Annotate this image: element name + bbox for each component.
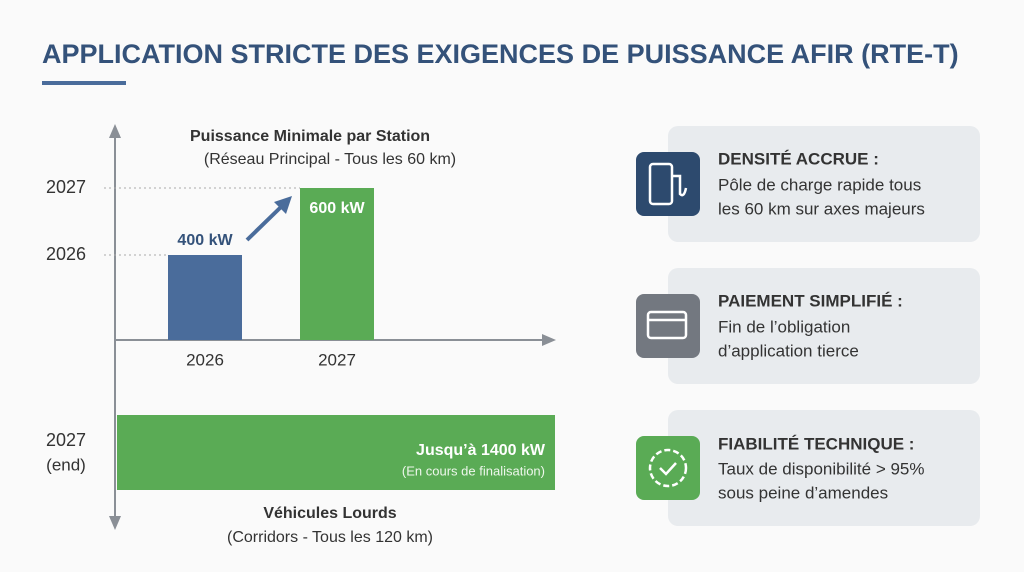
heavy-title: Véhicules Lourds xyxy=(263,505,396,522)
page-title: APPLICATION STRICTE DES EXIGENCES DE PUI… xyxy=(42,39,959,69)
card: PAIEMENT SIMPLIFIÉ : Fin de l’obligation… xyxy=(636,268,980,384)
heavy-note: (En cours de finalisation) xyxy=(402,463,545,478)
icon-shape xyxy=(672,174,688,197)
card: FIABILITÉ TECHNIQUE : Taux de disponibil… xyxy=(636,410,980,526)
y-label: 2026 xyxy=(46,244,86,264)
card-text: les 60 km sur axes majeurs xyxy=(718,199,925,218)
bar-label: 600 kW xyxy=(309,200,365,217)
axis-arrow xyxy=(542,334,556,346)
growth-arrow-head xyxy=(274,196,292,214)
y-label: 2027 xyxy=(46,177,86,197)
y-label: 2027 xyxy=(46,430,86,450)
axis-arrow xyxy=(109,124,121,138)
card-text: Pôle de charge rapide tous xyxy=(718,175,921,194)
chart-title: Puissance Minimale par Station xyxy=(190,128,430,145)
card-bg xyxy=(668,268,980,384)
y-sublabel: (end) xyxy=(46,455,86,474)
x-label: 2026 xyxy=(186,350,224,369)
card-title: PAIEMENT SIMPLIFIÉ : xyxy=(718,291,903,310)
heavy-bar xyxy=(117,415,555,490)
card-text: d’application tierce xyxy=(718,341,859,360)
bar xyxy=(300,188,374,340)
card-text: Fin de l’obligation xyxy=(718,317,850,336)
card: DENSITÉ ACCRUE : Pôle de charge rapide t… xyxy=(636,126,980,242)
bar xyxy=(168,255,242,340)
icon-charger xyxy=(636,152,700,216)
heavy-subtitle: (Corridors - Tous les 120 km) xyxy=(227,529,433,546)
icon-card xyxy=(636,294,700,358)
icon-gear xyxy=(636,436,700,500)
growth-arrow xyxy=(245,204,284,242)
card-title: DENSITÉ ACCRUE : xyxy=(718,149,879,168)
bar-label: 400 kW xyxy=(177,232,233,249)
icon-shape xyxy=(646,310,688,340)
card-title: FIABILITÉ TECHNIQUE : xyxy=(718,434,914,453)
x-label: 2027 xyxy=(318,350,356,369)
card-bg xyxy=(668,410,980,526)
chart-subtitle: (Réseau Principal - Tous les 60 km) xyxy=(204,151,456,168)
title-underline xyxy=(42,81,126,85)
card-bg xyxy=(668,126,980,242)
icon-shape xyxy=(659,462,677,476)
icon-shape xyxy=(648,162,674,206)
card-text: sous peine d’amendes xyxy=(718,483,888,502)
heavy-label: Jusqu’à 1400 kW xyxy=(416,442,546,459)
icon-shape xyxy=(648,448,688,488)
card-text: Taux de disponibilité > 95% xyxy=(718,459,925,478)
axis-arrow xyxy=(109,516,121,530)
